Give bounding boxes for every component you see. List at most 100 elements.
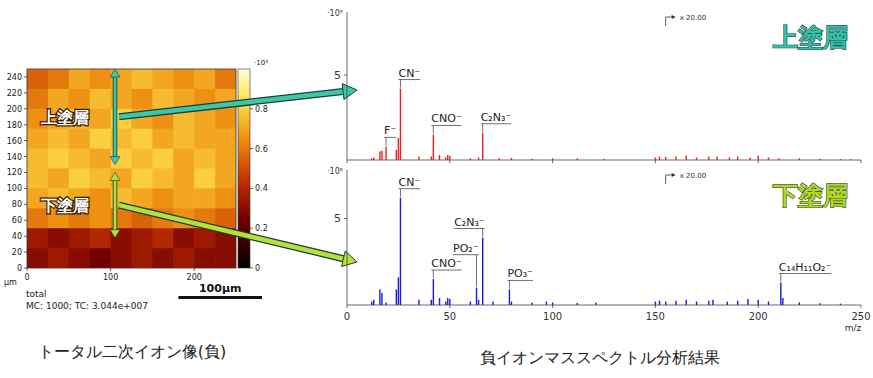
heat-cell	[152, 248, 174, 268]
x-tick-label: 50	[443, 311, 456, 322]
peak	[758, 300, 759, 305]
x-tick-label: 150	[646, 311, 665, 322]
peak	[737, 301, 738, 305]
heat-cell	[69, 169, 91, 190]
heat-cell	[152, 69, 174, 90]
peak	[478, 157, 479, 160]
panel-title: 上塗層	[772, 23, 848, 52]
y-tick-label: 0	[17, 264, 22, 273]
layer-range	[114, 178, 117, 231]
label-leader	[509, 280, 510, 288]
label-leader	[433, 125, 434, 133]
heat-cell	[173, 248, 195, 268]
peak	[470, 302, 471, 305]
heat-cell	[132, 129, 154, 150]
peak	[729, 157, 730, 160]
peak	[385, 146, 386, 160]
layer-label: 下塗層	[40, 196, 89, 215]
y-tick-label: 220	[7, 89, 22, 98]
y-tick	[24, 92, 27, 93]
heat-cell	[194, 228, 216, 249]
peak-label: CN⁻	[398, 67, 420, 80]
label-underline	[431, 125, 461, 126]
heat-cell	[27, 169, 49, 190]
peak	[371, 158, 372, 160]
heat-cell	[27, 89, 49, 110]
x-tick	[449, 305, 450, 308]
peak	[675, 157, 676, 160]
label-underline	[454, 228, 485, 229]
heat-cell	[111, 248, 133, 268]
y-tick	[24, 140, 27, 141]
heat-cell	[48, 149, 70, 170]
figure: 0204060801001201401601802002202400100200…	[0, 0, 873, 378]
peak	[396, 289, 397, 305]
peak	[379, 151, 380, 160]
peak	[737, 157, 738, 160]
peak	[531, 302, 532, 305]
peak	[749, 157, 750, 160]
pointer	[119, 92, 343, 117]
heatmap-cells	[27, 69, 236, 268]
heat-cell	[152, 169, 174, 190]
label-leader	[400, 189, 401, 197]
pointer-head	[342, 251, 357, 267]
heat-cell	[152, 89, 174, 110]
peak	[418, 300, 419, 305]
heat-cell	[132, 149, 154, 170]
peak	[482, 133, 483, 160]
peak	[476, 288, 477, 305]
x-tick	[552, 160, 553, 163]
y-tick-label: 60	[12, 216, 22, 225]
peak	[686, 300, 687, 305]
heat-cell	[27, 149, 49, 170]
peak	[478, 300, 479, 305]
colorbar-tick	[250, 268, 253, 269]
colorbar-tick	[250, 188, 253, 189]
heat-cell	[215, 188, 236, 209]
pointer-outline	[119, 205, 343, 259]
heat-cell	[132, 69, 154, 90]
stems	[372, 198, 841, 305]
heat-cell	[69, 129, 91, 150]
pointer-outline	[119, 92, 343, 117]
x-tick-label: 0	[344, 311, 350, 322]
zoom-label: x 20.00	[680, 172, 706, 180]
peak	[799, 158, 800, 160]
colorbar-tick-label: 0	[255, 264, 260, 273]
peak	[665, 157, 666, 160]
axis-unit: µm	[4, 278, 17, 287]
peak	[708, 157, 709, 160]
x-tick	[552, 305, 553, 308]
heat-cell	[173, 69, 195, 90]
peak	[546, 302, 547, 305]
x-tick-label: 0	[24, 273, 29, 282]
heat-cell	[69, 248, 91, 268]
peak	[768, 157, 769, 160]
heat-cell	[90, 69, 112, 90]
y-tick	[24, 204, 27, 205]
label-leader	[386, 137, 387, 145]
x-tick	[347, 305, 348, 308]
heat-cell	[69, 69, 91, 90]
colorbar-tick	[250, 148, 253, 149]
colorbar-tick-label: 0.8	[255, 105, 268, 114]
peak	[398, 277, 399, 305]
peak	[665, 302, 666, 305]
y-tick-label: 20	[12, 248, 22, 257]
image-note: total	[26, 289, 47, 299]
peak	[655, 302, 656, 305]
peak	[768, 302, 769, 305]
peak	[433, 279, 434, 305]
peak	[716, 157, 717, 160]
heat-cell	[90, 208, 112, 229]
y-tick-label: 120	[7, 168, 22, 177]
heat-cell	[194, 188, 216, 209]
x-tick-label: 100	[103, 273, 118, 282]
heat-cell	[173, 149, 195, 170]
heat-cell	[194, 109, 216, 130]
heat-cell	[48, 69, 70, 90]
heat-cell	[27, 248, 49, 268]
heat-cell	[27, 228, 49, 249]
colorbar-unit: ·10³	[254, 59, 268, 67]
